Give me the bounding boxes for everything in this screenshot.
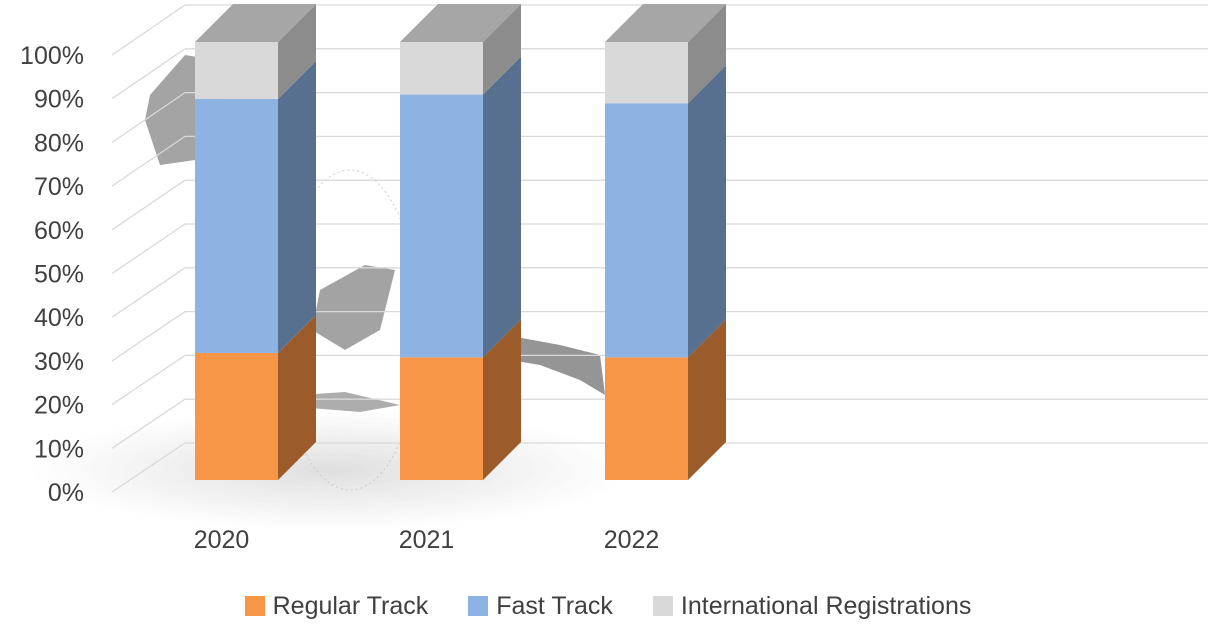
legend-label: Regular Track xyxy=(272,591,429,620)
bar-segment xyxy=(195,60,316,353)
bar-segment xyxy=(400,56,521,358)
bar-segment xyxy=(605,65,726,358)
map-watermark xyxy=(30,55,630,530)
legend-swatch-regular-track xyxy=(244,596,265,616)
legend-label: Fast Track xyxy=(496,591,613,620)
bar-segment xyxy=(605,319,726,480)
y-tick-label: 0% xyxy=(48,479,84,507)
bar-top-face xyxy=(605,4,726,42)
x-tick-label: 2020 xyxy=(194,526,250,554)
y-tick-label: 100% xyxy=(20,42,84,70)
y-tick-label: 90% xyxy=(34,86,84,114)
bar-segment xyxy=(195,4,316,99)
legend-item-international-registrations: International Registrations xyxy=(652,591,972,621)
y-tick-label: 30% xyxy=(34,348,84,376)
y-tick-label: 80% xyxy=(34,129,84,157)
y-tick-label: 50% xyxy=(34,261,84,289)
bar-column-2021 xyxy=(400,4,521,480)
legend-item-regular-track: Regular Track xyxy=(244,591,429,621)
bar-top-face xyxy=(400,4,521,42)
legend: Regular Track Fast Track International R… xyxy=(0,586,1216,626)
y-tick-label: 60% xyxy=(34,217,84,245)
bar-segment xyxy=(605,4,726,104)
bar-segment xyxy=(400,319,521,480)
legend-label: International Registrations xyxy=(680,591,972,620)
y-tick-label: 20% xyxy=(34,392,84,420)
y-tick-label: 70% xyxy=(34,173,84,201)
bar-segment xyxy=(195,314,316,480)
x-axis-ticks: 2020 2021 2022 xyxy=(194,526,660,554)
chart: 0%10%20%30%40%50%60%70%80%90%100% 2020 20… xyxy=(20,4,1208,554)
bar-segment xyxy=(400,4,521,95)
x-tick-label: 2021 xyxy=(399,526,455,554)
bars xyxy=(195,4,726,480)
x-tick-label: 2022 xyxy=(604,526,660,554)
y-axis-ticks: 0% 10% 20% 30% 40% 50% 60% 70% 80% 90% 100% xyxy=(20,42,84,507)
bar-top-face xyxy=(195,4,316,42)
y-tick-label: 40% xyxy=(34,304,84,332)
legend-item-fast-track: Fast Track xyxy=(468,592,613,621)
bar-column-2020 xyxy=(195,4,316,480)
legend-swatch-fast-track xyxy=(468,596,489,616)
y-tick-label: 10% xyxy=(34,435,84,463)
bar-column-2022 xyxy=(605,4,726,480)
legend-swatch-international-registrations xyxy=(652,596,673,616)
